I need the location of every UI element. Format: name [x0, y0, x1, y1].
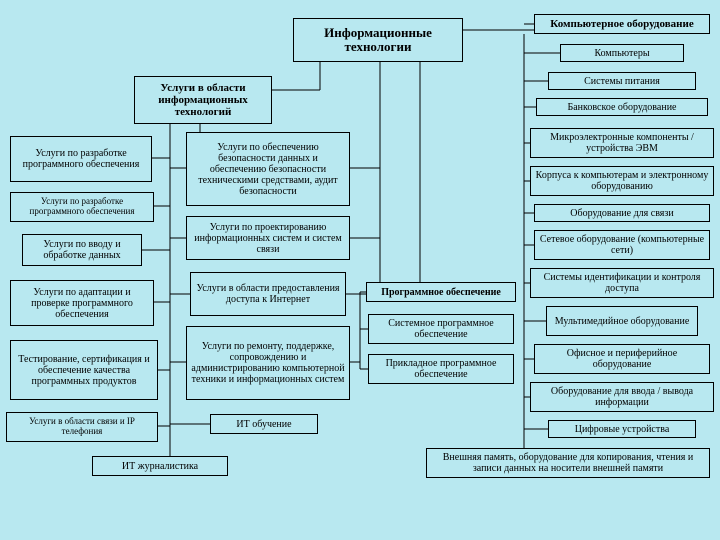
node-hw_dig: Цифровые устройства: [548, 420, 696, 438]
node-hw_case: Корпуса к компьютерам и электронному обо…: [530, 166, 714, 196]
node-hw_bank: Банковское оборудование: [536, 98, 708, 116]
node-svc_dev2: Услуги по разработке программного обеспе…: [10, 192, 154, 222]
node-hw_pwr: Системы питания: [548, 72, 696, 90]
node-hw_net: Сетевое оборудование (компьютерные сети): [534, 230, 710, 260]
node-hw_mem: Внешняя память, оборудование для копиров…: [426, 448, 710, 478]
node-mid_inet: Услуги в области предоставления доступа …: [190, 272, 346, 316]
node-sw_sys: Системное программное обеспечение: [368, 314, 514, 344]
node-mid_edu: ИТ обучение: [210, 414, 318, 434]
node-mid_rep: Услуги по ремонту, поддержке, сопровожде…: [186, 326, 350, 400]
node-svc_dev1: Услуги по разработке программного обеспе…: [10, 136, 152, 182]
node-svc_journ: ИТ журналистика: [92, 456, 228, 476]
node-hw_pc: Компьютеры: [560, 44, 684, 62]
node-hdr_hw: Компьютерное оборудование: [534, 14, 710, 34]
node-hw_off: Офисное и периферийное оборудование: [534, 344, 710, 374]
node-svc_test: Тестирование, сертификация и обеспечение…: [10, 340, 158, 400]
node-hw_comm: Оборудование для связи: [534, 204, 710, 222]
node-hdr_it: Информационные технологии: [293, 18, 463, 62]
node-mid_proj: Услуги по проектированию информационных …: [186, 216, 350, 260]
node-sw_app: Прикладное программное обеспечение: [368, 354, 514, 384]
node-hw_mm: Мультимедийное оборудование: [546, 306, 698, 336]
node-svc_tel: Услуги в области связи и IP телефония: [6, 412, 158, 442]
node-hw_io: Оборудование для ввода / вывода информац…: [530, 382, 714, 412]
node-hdr_svc: Услуги в области информационных технолог…: [134, 76, 272, 124]
node-svc_io: Услуги по вводу и обработке данных: [22, 234, 142, 266]
node-mid_sec: Услуги по обеспечению безопасности данны…: [186, 132, 350, 206]
node-sw_hdr: Программное обеспечение: [366, 282, 516, 302]
node-hw_id: Системы идентификации и контроля доступа: [530, 268, 714, 298]
node-hw_micro: Микроэлектронные компоненты / устройства…: [530, 128, 714, 158]
node-svc_adapt: Услуги по адаптации и проверке программн…: [10, 280, 154, 326]
